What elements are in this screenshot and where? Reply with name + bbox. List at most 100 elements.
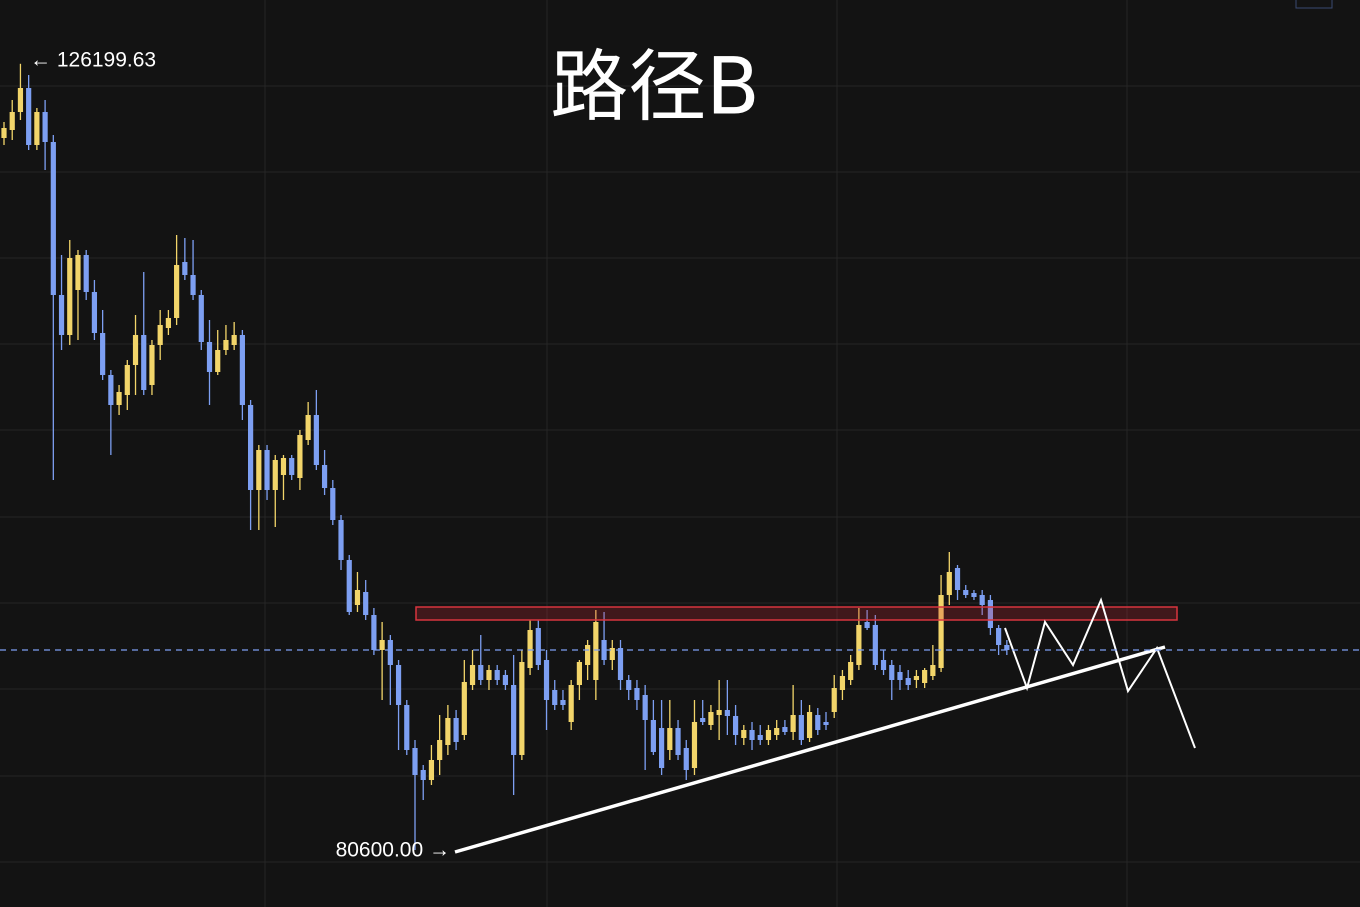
candle-body bbox=[412, 748, 418, 775]
candle-body bbox=[971, 593, 977, 597]
candle-body bbox=[206, 342, 213, 372]
candle-body bbox=[445, 718, 451, 745]
candle-body bbox=[872, 625, 878, 665]
candle-body bbox=[922, 670, 928, 683]
candle-body bbox=[987, 600, 993, 628]
candle-body bbox=[108, 375, 114, 405]
candle-body bbox=[83, 255, 89, 292]
candle-body bbox=[100, 333, 106, 375]
candle-body bbox=[116, 392, 122, 405]
candle-body bbox=[856, 625, 862, 665]
candle-body bbox=[831, 688, 837, 712]
candle-body bbox=[141, 335, 147, 390]
candle-body bbox=[732, 716, 739, 735]
candle-body bbox=[765, 730, 772, 740]
candle-body bbox=[1, 128, 7, 138]
projected-path bbox=[1004, 597, 1196, 749]
candle-body bbox=[552, 690, 558, 705]
candle-body bbox=[50, 142, 56, 295]
candle-body bbox=[58, 295, 65, 335]
candle-body bbox=[848, 662, 854, 680]
candle-body bbox=[272, 460, 278, 490]
candle-body bbox=[938, 595, 944, 668]
candle-body bbox=[239, 335, 245, 405]
candle-body bbox=[543, 660, 550, 700]
candle-body bbox=[379, 640, 385, 650]
candle-body bbox=[346, 560, 352, 612]
candle-body bbox=[157, 325, 163, 345]
candle-body bbox=[297, 435, 303, 478]
candle-body bbox=[478, 665, 484, 680]
candle-body bbox=[190, 275, 196, 295]
candle-body bbox=[469, 665, 476, 685]
candle-body bbox=[338, 520, 344, 560]
candle-body bbox=[519, 662, 525, 755]
candle-body bbox=[182, 262, 188, 275]
resistance-zone bbox=[415, 606, 1178, 621]
candle-body bbox=[248, 405, 254, 490]
candle-body bbox=[617, 648, 624, 680]
candle-body bbox=[535, 628, 541, 665]
candle-body bbox=[363, 592, 369, 615]
candle-body bbox=[1004, 645, 1010, 650]
candle-body bbox=[502, 675, 509, 685]
candle-body bbox=[437, 740, 443, 760]
candle-body bbox=[839, 676, 846, 690]
candle-body bbox=[494, 670, 500, 680]
candle-body bbox=[864, 622, 870, 628]
trend-line bbox=[454, 645, 1166, 854]
candle-body bbox=[650, 720, 656, 752]
min-label: 80600.00 → bbox=[336, 839, 450, 862]
candle-body bbox=[289, 458, 295, 475]
candle-body bbox=[576, 662, 582, 685]
candle-body bbox=[280, 458, 287, 475]
candle-body bbox=[264, 450, 270, 490]
candle-body bbox=[897, 672, 903, 680]
candle-body bbox=[420, 770, 426, 780]
candle-body bbox=[371, 615, 377, 650]
candle-body bbox=[453, 718, 459, 742]
candle-body bbox=[593, 622, 599, 680]
candle-body bbox=[757, 735, 763, 740]
candle-body bbox=[774, 728, 780, 735]
candle-body bbox=[511, 685, 517, 755]
candle-body bbox=[609, 648, 615, 660]
candle-body bbox=[708, 712, 714, 725]
candle-body bbox=[815, 715, 821, 730]
candle-body bbox=[330, 488, 336, 520]
candle-body bbox=[223, 340, 229, 350]
candle-body bbox=[560, 700, 566, 705]
candle-body bbox=[91, 292, 98, 333]
candle-body bbox=[806, 712, 813, 738]
candle-body bbox=[585, 645, 591, 665]
candle-body bbox=[749, 730, 755, 740]
candle-body bbox=[626, 680, 632, 690]
candle-body bbox=[905, 678, 911, 685]
candle-body bbox=[26, 88, 32, 145]
candle-body bbox=[724, 710, 730, 716]
candle-body bbox=[428, 760, 435, 780]
candle-body bbox=[716, 710, 722, 715]
candles bbox=[1, 63, 1010, 850]
candle-body bbox=[313, 415, 319, 465]
candle-body bbox=[700, 718, 706, 722]
candle-body bbox=[823, 722, 829, 725]
candle-body bbox=[215, 350, 221, 372]
candle-body bbox=[979, 595, 985, 605]
candle-body bbox=[659, 728, 665, 768]
candle-body bbox=[913, 676, 920, 680]
candle-body bbox=[889, 665, 895, 680]
candle-body bbox=[174, 265, 180, 318]
candle-body bbox=[165, 318, 171, 328]
candle-body bbox=[354, 590, 361, 605]
candle-body bbox=[527, 630, 533, 668]
candle-body bbox=[798, 715, 804, 740]
candle-body bbox=[486, 670, 492, 680]
candle-body bbox=[675, 728, 681, 755]
candle-body bbox=[880, 660, 887, 670]
candle-body bbox=[667, 728, 673, 750]
